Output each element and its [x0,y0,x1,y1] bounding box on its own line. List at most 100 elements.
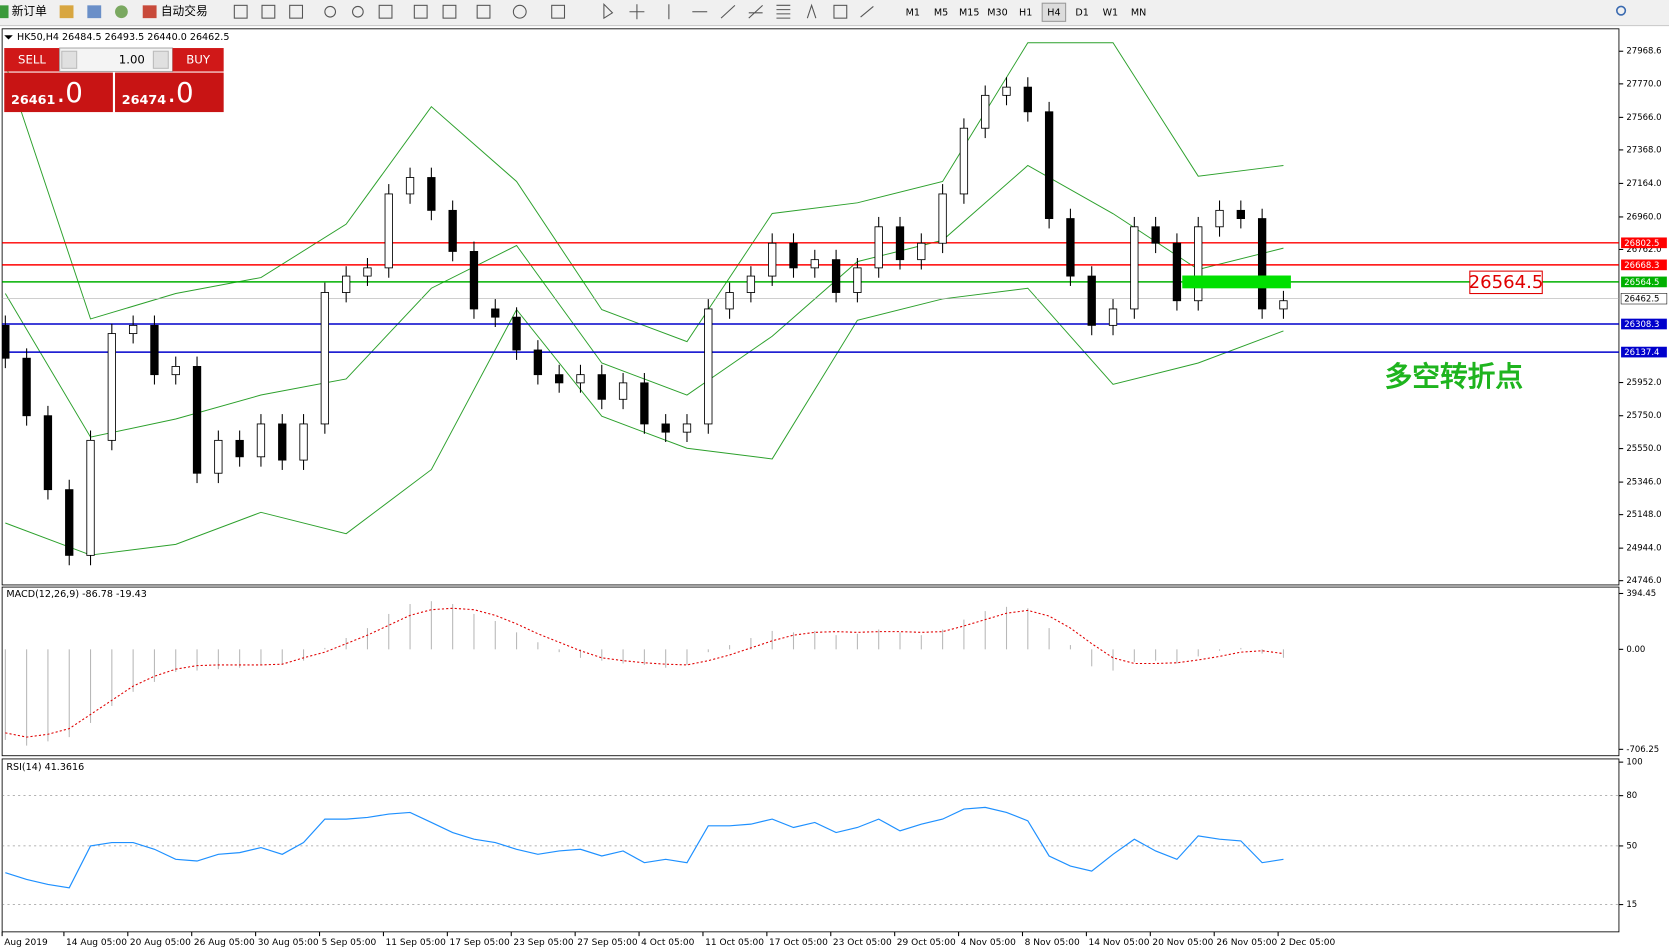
macd-tick-label: 394.45 [1626,589,1656,599]
macd-bar [707,649,709,653]
chart-window [0,26,1669,950]
candle-body [1023,86,1032,113]
channel-tool[interactable] [748,4,763,19]
macd-tick-label: 0.00 [1626,645,1645,655]
macd-bar [281,649,283,665]
lots-up[interactable] [152,50,169,69]
tool-icon[interactable] [261,4,276,19]
text-tool[interactable] [806,3,817,19]
pivot-highlight [1182,275,1291,289]
timeframe-button[interactable]: H4 [1047,7,1060,18]
rsi-tick-label: 80 [1626,791,1637,801]
candle-body [597,374,606,400]
search-button[interactable] [1616,5,1627,16]
indicator-icon[interactable] [476,4,491,19]
macd-bar [388,613,390,650]
candle-body [192,366,202,474]
tool-icon[interactable] [289,4,304,19]
price-tag-label: 26137.4 [1624,348,1659,358]
buy-button[interactable] [172,48,224,72]
price-tag-label: 26564.5 [1624,278,1659,288]
candle-body [682,423,692,433]
macd-bar [1091,649,1093,667]
candle-body [555,374,564,384]
price-tag [1620,293,1668,305]
auto-trading-icon[interactable] [142,5,157,19]
macd-bar [239,649,241,668]
tool-icon[interactable] [442,4,457,19]
sell-button[interactable] [4,48,60,72]
macd-signal [5,607,1284,738]
x-tick-label: 20 Nov 05:00 [1152,938,1213,948]
new-order-button[interactable]: 新订单 [12,4,47,18]
timeframe-button[interactable]: H1 [1019,7,1032,18]
zoom-in[interactable] [324,5,337,18]
timeframe-button[interactable]: M5 [934,7,948,18]
ask-box[interactable] [115,72,224,113]
axes: 27968.6 27770.0 27566.0 27368.0 27164.0 26960… [1,47,1668,948]
label-tool[interactable] [833,4,848,19]
price-tag-label: 26308.3 [1624,320,1659,330]
macd-bar [1048,628,1050,650]
macd-bar [771,630,773,650]
one-click-trading-panel: SELL 1.00 BUY 26461 .0 26474 .0 [4,47,224,113]
macd-bar [68,649,70,738]
macd-bar [132,649,134,692]
candle-body [299,423,308,461]
timeframe-button[interactable]: W1 [1103,7,1119,18]
macd-bar [1069,645,1071,650]
price-tag-label: 26802.5 [1624,239,1659,249]
x-tick-label: 11 Sep 05:00 [386,938,447,948]
bid-box[interactable] [4,72,113,113]
macd-bar [899,632,901,650]
timeframe-button[interactable]: M30 [987,7,1007,18]
candle-body [981,94,990,129]
macd-bar [920,635,922,650]
macd-label: MACD(12,26,9) -86.78 -19.43 [6,589,146,600]
candle-body [853,267,862,293]
template-icon[interactable] [551,4,566,19]
toolbar-icon[interactable] [115,5,128,19]
crosshair-tool[interactable] [629,4,645,20]
macd-bar [196,649,198,671]
tool-icon[interactable] [378,4,393,19]
fibo-tool[interactable] [776,4,791,19]
candle-body [576,374,585,384]
macd-bar [1112,649,1114,671]
candle-body [1130,226,1139,310]
new-order-icon[interactable] [0,5,9,19]
y-tick-label: 26762.0 [1626,245,1661,255]
lots-input[interactable]: 1.00 [119,52,145,66]
cursor-tool[interactable] [603,2,614,20]
zoom-out[interactable] [352,5,364,18]
timeframe-button[interactable]: M1 [906,7,920,18]
trendline-tool[interactable] [720,4,736,19]
timeframe-button[interactable]: M15 [959,7,979,18]
price-tag [1621,318,1667,330]
buy-label[interactable]: BUY [186,52,211,66]
timeframe-button[interactable]: D1 [1075,7,1088,18]
toolbar-icon[interactable] [87,5,102,19]
macd-bar [856,633,858,650]
tool-icon[interactable] [233,4,248,19]
macd-bar [1282,649,1284,658]
timeframe-button[interactable]: MN [1131,7,1146,18]
macd-bar [984,611,986,650]
macd-bar [1261,649,1263,654]
tool-icon[interactable] [413,4,428,19]
candle-body [171,366,180,376]
sell-label[interactable]: SELL [18,52,46,66]
candle-body [704,308,713,425]
toolbar-icon[interactable] [59,5,74,19]
auto-trading-button[interactable]: 自动交易 [161,4,208,18]
arrows-tool[interactable] [860,5,874,18]
candle-body [810,259,819,269]
macd-bar [643,649,645,665]
x-tick-label: 23 Oct 05:00 [833,938,892,948]
y-tick-label: 25550.0 [1626,444,1661,454]
period-icon[interactable] [512,4,527,19]
candle-body [917,242,926,261]
lots-down[interactable] [61,50,78,69]
